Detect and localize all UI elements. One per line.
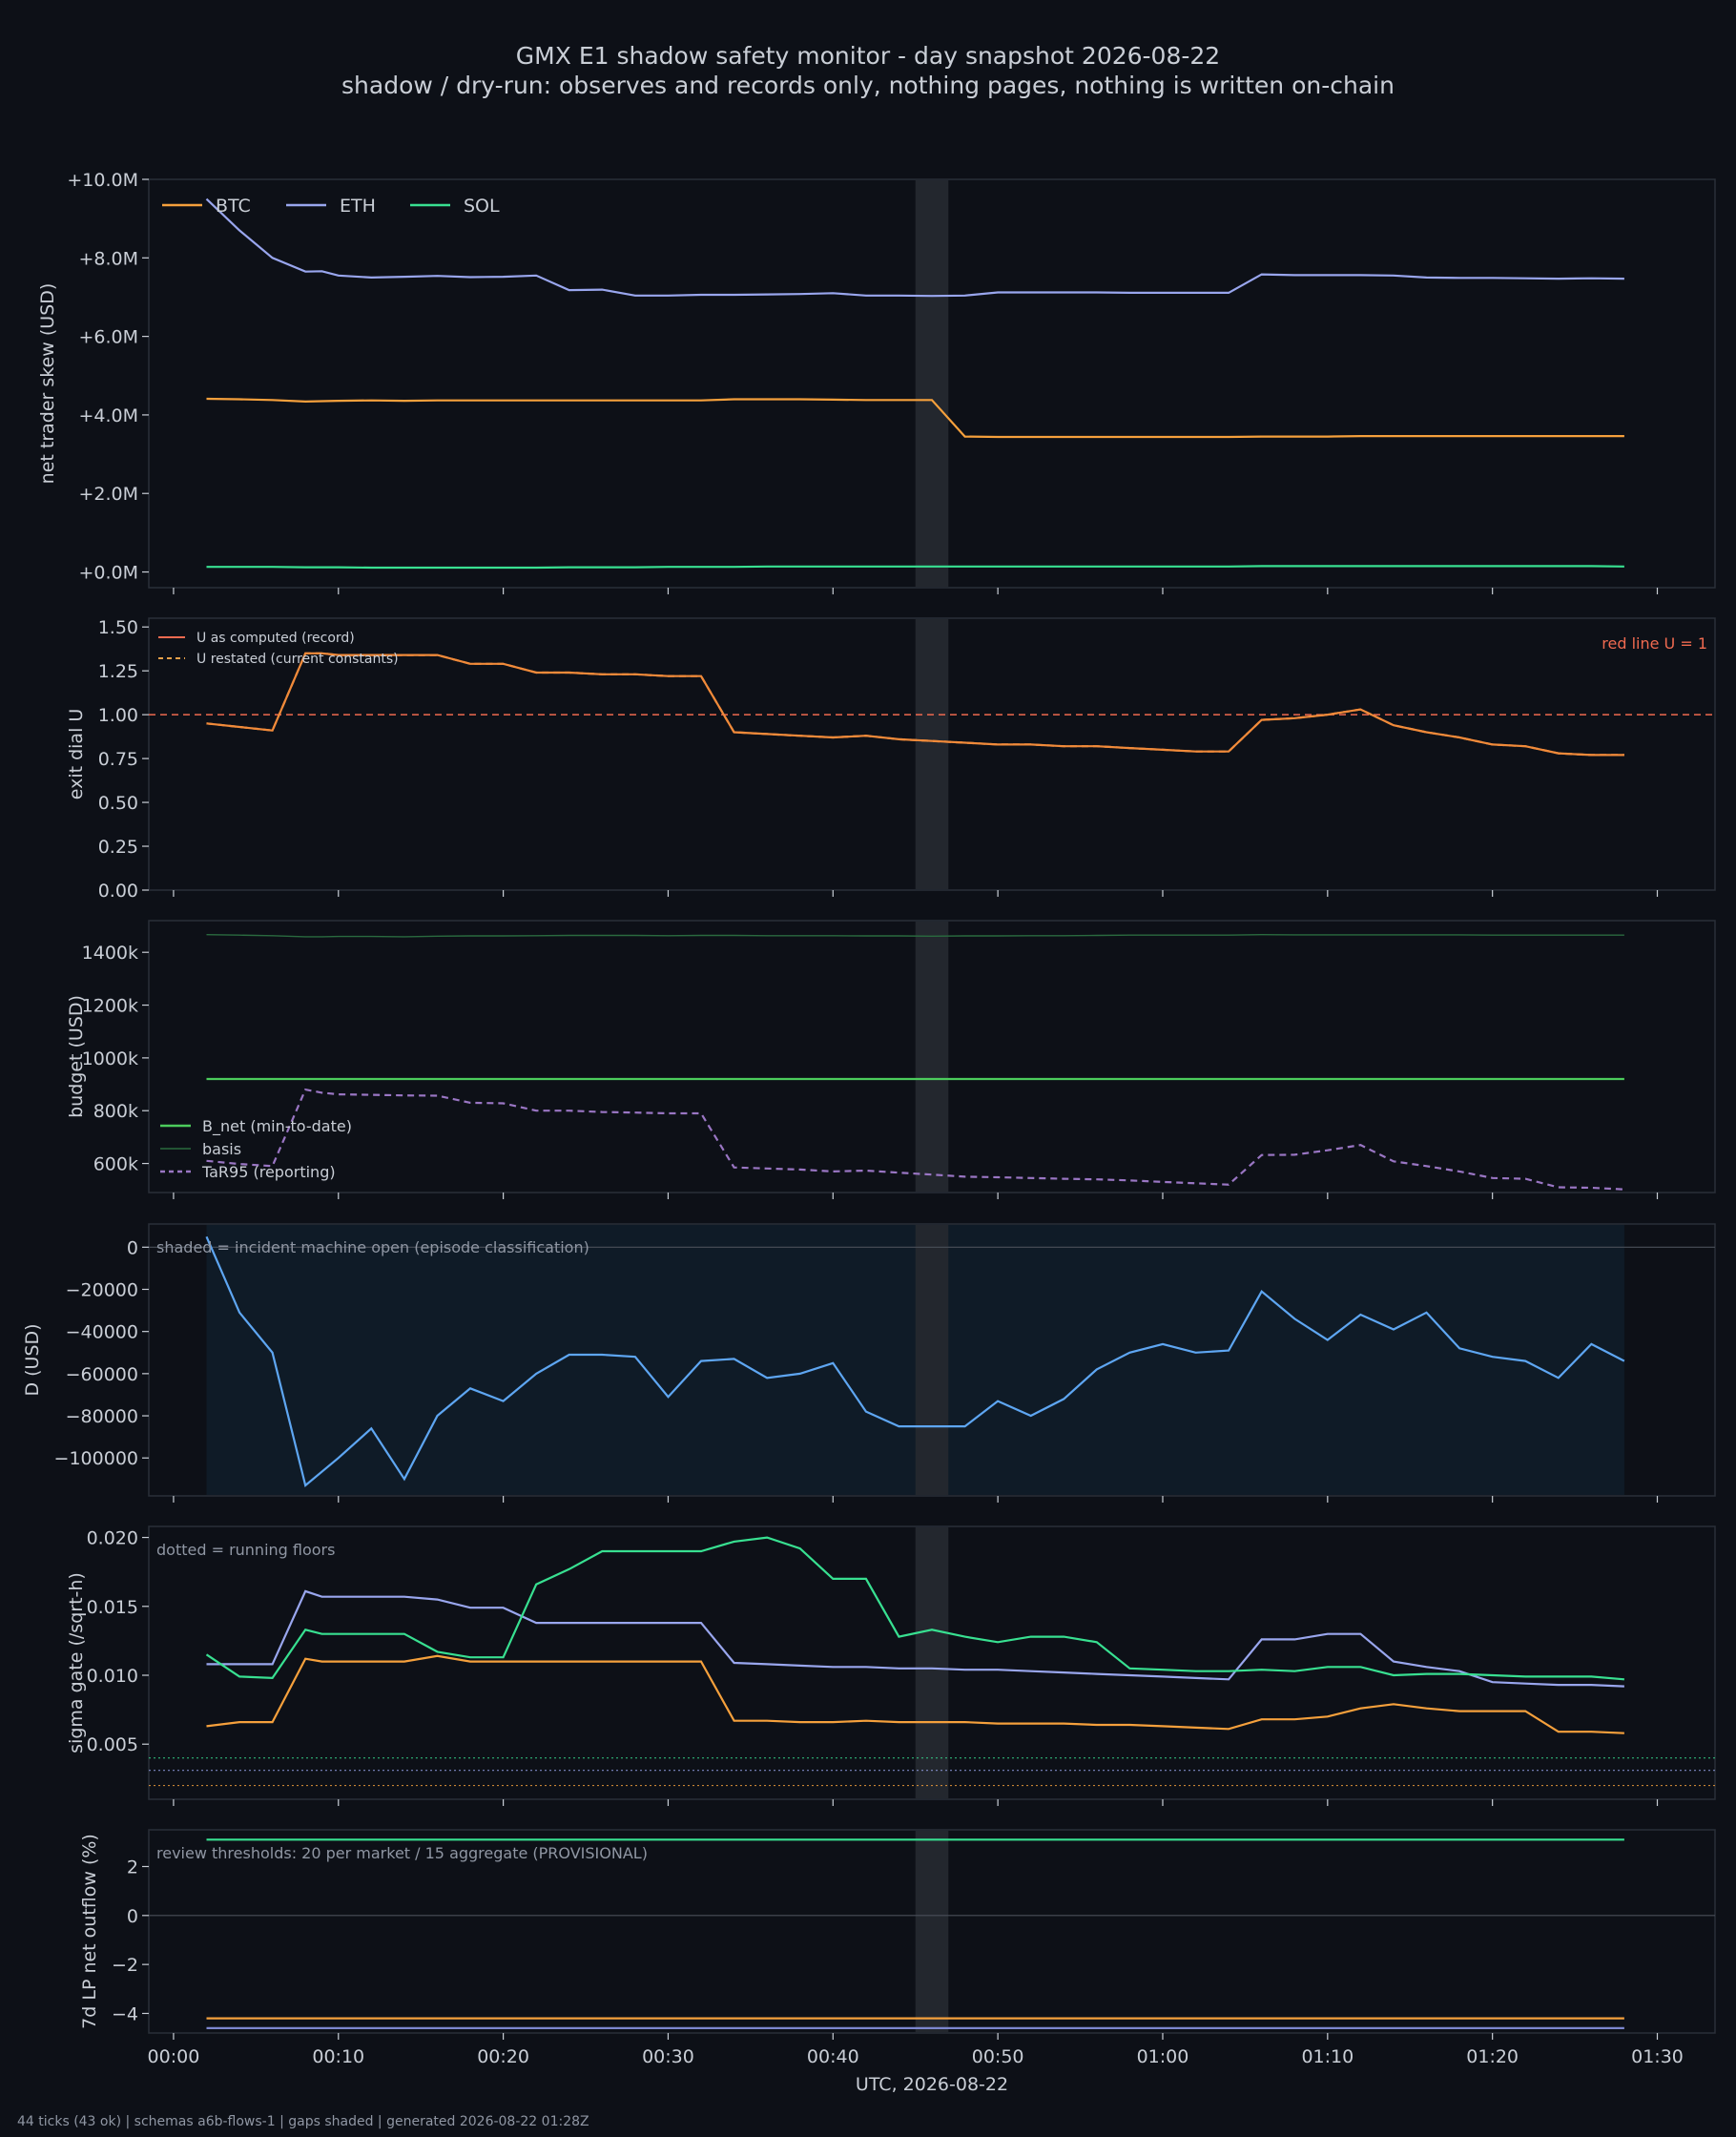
gap-shade xyxy=(915,1225,949,1495)
y-axis-label: exit dial U xyxy=(66,709,87,800)
page-title: GMX E1 shadow safety monitor - day snaps… xyxy=(515,42,1221,70)
y-tick-label: 1.25 xyxy=(98,661,138,682)
series-line-btc xyxy=(206,1654,1624,1734)
gap-shade xyxy=(915,180,949,587)
y-tick-label: 800k xyxy=(93,1101,138,1122)
y-tick-label: −40000 xyxy=(66,1322,138,1343)
x-tick-label: 00:00 xyxy=(148,2046,200,2067)
y-tick-label: 2 xyxy=(127,1857,138,1878)
series-line-sol xyxy=(205,1536,1624,1681)
series-line-eth xyxy=(206,1589,1624,1688)
y-tick-label: 600k xyxy=(93,1154,138,1175)
panel-annotation: review thresholds: 20 per market / 15 ag… xyxy=(156,1844,648,1862)
y-tick-label: −100000 xyxy=(54,1448,138,1469)
series-line-tar95-reporting- xyxy=(206,1088,1624,1191)
x-tick-label: 00:50 xyxy=(972,2046,1024,2067)
y-tick-label: 0 xyxy=(127,1906,138,1927)
x-tick-label: 01:20 xyxy=(1466,2046,1519,2067)
y-tick-label: +6.0M xyxy=(78,327,138,348)
y-axis-label: D (USD) xyxy=(22,1323,43,1396)
y-tick-label: +0.0M xyxy=(78,563,138,584)
legend-label: ETH xyxy=(340,196,376,217)
red-line-annotation: red line U = 1 xyxy=(1602,634,1707,653)
legend-label: U as computed (record) xyxy=(196,631,355,646)
x-tick-label: 01:00 xyxy=(1137,2046,1189,2067)
series-line-btc xyxy=(206,397,1624,439)
series-line-u-restated-current-constants- xyxy=(206,652,1624,757)
y-tick-label: 0.50 xyxy=(98,793,138,814)
y-tick-label: +4.0M xyxy=(78,405,138,426)
y-tick-label: 1.50 xyxy=(98,617,138,638)
x-tick-label: 00:30 xyxy=(642,2046,694,2067)
y-tick-label: 0 xyxy=(127,1237,138,1258)
y-tick-label: 0.00 xyxy=(98,881,138,902)
y-tick-label: −60000 xyxy=(66,1364,138,1385)
y-tick-label: −2 xyxy=(112,1955,138,1976)
page-subtitle: shadow / dry-run: observes and records o… xyxy=(341,72,1395,99)
y-axis-label: budget (USD) xyxy=(66,995,87,1118)
y-tick-label: −20000 xyxy=(66,1279,138,1300)
y-tick-label: 1200k xyxy=(82,996,138,1017)
y-tick-label: −4 xyxy=(112,2003,138,2024)
y-tick-label: +2.0M xyxy=(78,484,138,505)
series-line-eth xyxy=(205,197,1624,298)
gap-shade xyxy=(915,1831,949,2032)
gap-shade xyxy=(915,922,949,1192)
legend-label: SOL xyxy=(464,196,500,217)
legend-label: B_net (min-to-date) xyxy=(202,1117,352,1136)
gap-shade xyxy=(915,1527,949,1798)
y-tick-label: 0.005 xyxy=(87,1734,138,1755)
footer-status: 44 ticks (43 ok) | schemas a6b-flows-1 |… xyxy=(17,2114,589,2129)
y-tick-label: 0.010 xyxy=(87,1666,138,1687)
panel-annotation: shaded = incident machine open (episode … xyxy=(156,1238,589,1256)
y-tick-label: −80000 xyxy=(66,1406,138,1427)
y-tick-label: 1.00 xyxy=(98,705,138,726)
legend-label: U restated (current constants) xyxy=(196,652,399,667)
legend-label: BTC xyxy=(216,196,251,217)
legend-label: TaR95 (reporting) xyxy=(201,1163,336,1181)
y-tick-label: +8.0M xyxy=(78,248,138,269)
y-tick-label: 0.015 xyxy=(87,1597,138,1618)
y-tick-label: 0.25 xyxy=(98,837,138,858)
x-tick-label: 00:10 xyxy=(312,2046,364,2067)
x-tick-label: 00:40 xyxy=(807,2046,859,2067)
y-axis-label: 7d LP net outflow (%) xyxy=(79,1834,100,2029)
panel-annotation: dotted = running floors xyxy=(156,1541,335,1559)
y-axis-label: net trader skew (USD) xyxy=(37,283,58,485)
y-tick-label: +10.0M xyxy=(67,170,138,191)
y-axis-label: sigma gate (/sqrt-h) xyxy=(66,1572,87,1753)
x-tick-label: 01:10 xyxy=(1301,2046,1354,2067)
y-tick-label: 0.75 xyxy=(98,749,138,770)
y-tick-label: 1000k xyxy=(82,1048,138,1069)
x-axis-label: UTC, 2026-08-22 xyxy=(856,2074,1008,2095)
series-line-d xyxy=(205,1235,1625,1487)
legend-label: basis xyxy=(202,1140,241,1158)
series-line-basis xyxy=(206,933,1624,938)
x-tick-label: 00:20 xyxy=(477,2046,529,2067)
y-tick-label: 0.020 xyxy=(87,1528,138,1549)
gap-shade xyxy=(915,619,949,889)
y-tick-label: 1400k xyxy=(82,943,138,964)
series-line-sol xyxy=(206,565,1624,570)
x-tick-label: 01:30 xyxy=(1631,2046,1684,2067)
